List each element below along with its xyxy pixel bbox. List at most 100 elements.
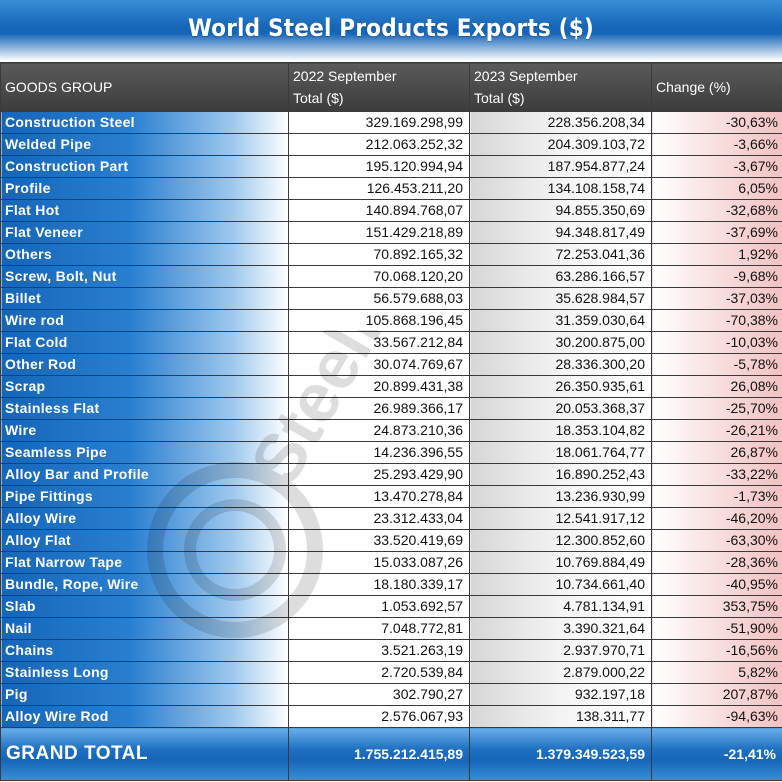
row-2023-total: 28.336.300,20 — [469, 353, 652, 376]
row-2023-total: 13.236.930,99 — [469, 485, 652, 508]
row-goods-name: Scrap — [0, 375, 289, 398]
table-row: Scrap 20.899.431,38 26.350.935,61 26,08% — [0, 375, 782, 398]
table-row: Flat Cold 33.567.212,84 30.200.875,00 -10,0… — [0, 331, 782, 354]
row-2023-total: 94.348.817,49 — [469, 221, 652, 244]
row-goods-name: Alloy Wire — [0, 507, 289, 530]
row-goods-name: Construction Part — [0, 155, 289, 178]
row-2022-total: 14.236.396,55 — [288, 441, 470, 464]
row-change: -51,90% — [651, 617, 782, 640]
row-2023-total: 932.197,18 — [469, 683, 652, 706]
row-change: -33,22% — [651, 463, 782, 486]
row-2023-total: 35.628.984,57 — [469, 287, 652, 310]
row-2023-total: 3.390.321,64 — [469, 617, 652, 640]
row-goods-name: Screw, Bolt, Nut — [0, 265, 289, 288]
row-2022-total: 26.989.366,17 — [288, 397, 470, 420]
row-2022-total: 20.899.431,38 — [288, 375, 470, 398]
row-2022-total: 56.579.688,03 — [288, 287, 470, 310]
table-row: Slab 1.053.692,57 4.781.134,91 353,75% — [0, 595, 782, 618]
table-row: Profile 126.453.211,20 134.108.158,74 6,05% — [0, 177, 782, 200]
row-goods-name: Profile — [0, 177, 289, 200]
row-change: -26,21% — [651, 419, 782, 442]
table-row: Bundle, Rope, Wire 18.180.339,17 10.734.66… — [0, 573, 782, 596]
row-2022-total: 2.720.539,84 — [288, 661, 470, 684]
row-2022-total: 2.576.067,93 — [288, 705, 470, 728]
row-change: -16,56% — [651, 639, 782, 662]
row-change: 6,05% — [651, 177, 782, 200]
row-goods-name: Chains — [0, 639, 289, 662]
row-2022-total: 25.293.429,90 — [288, 463, 470, 486]
row-goods-name: Welded Pipe — [0, 133, 289, 156]
row-2022-total: 18.180.339,17 — [288, 573, 470, 596]
row-change: 1,92% — [651, 243, 782, 266]
row-2022-total: 24.873.210,36 — [288, 419, 470, 442]
table-row: Construction Part 195.120.994,94 187.954.8… — [0, 155, 782, 178]
table-title-bar: World Steel Products Exports ($) — [0, 0, 782, 62]
row-goods-name: Others — [0, 243, 289, 266]
row-2023-total: 2.937.970,71 — [469, 639, 652, 662]
row-change: -25,70% — [651, 397, 782, 420]
header-2023-total: 2023 September Total ($) — [469, 62, 652, 112]
header-row: GOODS GROUP 2022 September Total ($) 2023… — [0, 62, 782, 112]
row-change: -3,67% — [651, 155, 782, 178]
row-goods-name: Pig — [0, 683, 289, 706]
row-goods-name: Flat Cold — [0, 331, 289, 354]
header-goods-group: GOODS GROUP — [0, 62, 289, 112]
row-2022-total: 126.453.211,20 — [288, 177, 470, 200]
table-row: Alloy Bar and Profile 25.293.429,90 16.890… — [0, 463, 782, 486]
row-2022-total: 212.063.252,32 — [288, 133, 470, 156]
row-2023-total: 30.200.875,00 — [469, 331, 652, 354]
row-change: -1,73% — [651, 485, 782, 508]
exports-table: GOODS GROUP 2022 September Total ($) 2023… — [0, 62, 782, 781]
table-row: Others 70.892.165,32 72.253.041,36 1,92% — [0, 243, 782, 266]
table-row: Construction Steel 329.169.298,99 228.356.… — [0, 111, 782, 134]
row-2023-total: 16.890.252,43 — [469, 463, 652, 486]
row-2022-total: 302.790,27 — [288, 683, 470, 706]
row-2023-total: 94.855.350,69 — [469, 199, 652, 222]
row-change: -3,66% — [651, 133, 782, 156]
table-row: Stainless Flat 26.989.366,17 20.053.368,37… — [0, 397, 782, 420]
row-goods-name: Pipe Fittings — [0, 485, 289, 508]
table-row: Nail 7.048.772,81 3.390.321,64 -51,90% — [0, 617, 782, 640]
row-2022-total: 70.068.120,20 — [288, 265, 470, 288]
row-2022-total: 33.567.212,84 — [288, 331, 470, 354]
table-row: Flat Narrow Tape 15.033.087,26 10.769.884,… — [0, 551, 782, 574]
row-2022-total: 7.048.772,81 — [288, 617, 470, 640]
row-change: -40,95% — [651, 573, 782, 596]
row-change: -28,36% — [651, 551, 782, 574]
table-row: Billet 56.579.688,03 35.628.984,57 -37,03% — [0, 287, 782, 310]
row-goods-name: Nail — [0, 617, 289, 640]
row-change: -30,63% — [651, 111, 782, 134]
row-2023-total: 12.541.917,12 — [469, 507, 652, 530]
row-goods-name: Stainless Long — [0, 661, 289, 684]
row-2022-total: 140.894.768,07 — [288, 199, 470, 222]
table-row: Wire 24.873.210,36 18.353.104,82 -26,21% — [0, 419, 782, 442]
row-change: -37,69% — [651, 221, 782, 244]
grand-total-row: GRAND TOTAL 1.755.212.415,89 1.379.349.5… — [0, 727, 782, 781]
row-2023-total: 134.108.158,74 — [469, 177, 652, 200]
row-change: 26,08% — [651, 375, 782, 398]
row-2022-total: 1.053.692,57 — [288, 595, 470, 618]
row-2022-total: 195.120.994,94 — [288, 155, 470, 178]
row-change: -70,38% — [651, 309, 782, 332]
row-goods-name: Other Rod — [0, 353, 289, 376]
row-goods-name: Alloy Bar and Profile — [0, 463, 289, 486]
row-2023-total: 228.356.208,34 — [469, 111, 652, 134]
table-row: Screw, Bolt, Nut 70.068.120,20 63.286.166,… — [0, 265, 782, 288]
row-change: 353,75% — [651, 595, 782, 618]
row-2023-total: 187.954.877,24 — [469, 155, 652, 178]
row-change: -46,20% — [651, 507, 782, 530]
row-2023-total: 10.769.884,49 — [469, 551, 652, 574]
table-row: Welded Pipe 212.063.252,32 204.309.103,72-… — [0, 133, 782, 156]
row-2023-total: 10.734.661,40 — [469, 573, 652, 596]
row-2023-total: 63.286.166,57 — [469, 265, 652, 288]
row-goods-name: Flat Narrow Tape — [0, 551, 289, 574]
table-row: Alloy Wire Rod 2.576.067,93 138.311,77 -94,… — [0, 705, 782, 728]
row-2022-total: 70.892.165,32 — [288, 243, 470, 266]
row-2023-total: 4.781.134,91 — [469, 595, 652, 618]
table-row: Wire rod 105.868.196,45 31.359.030,64 -70,3… — [0, 309, 782, 332]
table-row: Seamless Pipe 14.236.396,55 18.061.764,77 2… — [0, 441, 782, 464]
row-2023-total: 72.253.041,36 — [469, 243, 652, 266]
row-2022-total: 105.868.196,45 — [288, 309, 470, 332]
row-2023-total: 31.359.030,64 — [469, 309, 652, 332]
table-row: Chains 3.521.263,19 2.937.970,71 -16,56% — [0, 639, 782, 662]
